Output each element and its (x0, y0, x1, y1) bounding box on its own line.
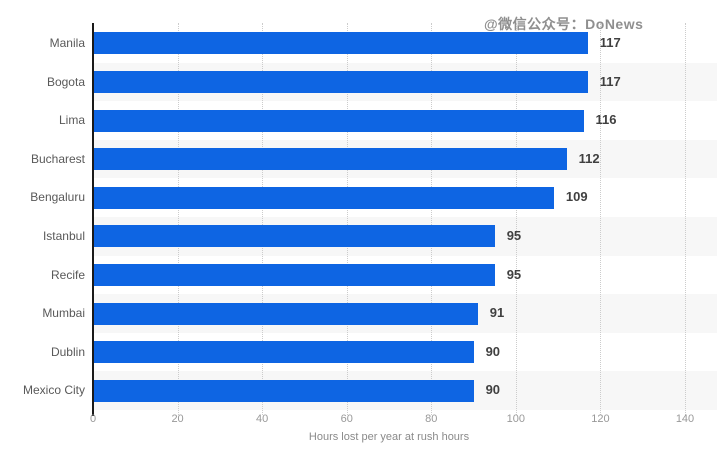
bar-value-label: 117 (599, 73, 621, 89)
category-label-mexico-city: Mexico City (22, 383, 85, 398)
category-label-lima: Lima (58, 113, 85, 128)
category-labels: Manila Bogota Lima Bucharest Bengaluru Istanb… (0, 24, 85, 410)
x-tick-label: 140 (675, 413, 695, 425)
bar-lima[interactable] (93, 109, 584, 132)
gridline (685, 23, 686, 415)
x-tick-label: 20 (171, 413, 184, 425)
x-tick-label: 80 (425, 413, 438, 425)
plot-area: 117 117 116 112 109 95 95 91 90 90 (93, 23, 717, 415)
bar-value-label: 117 (599, 35, 621, 50)
category-label-bogota: Bogota (46, 74, 85, 89)
bar-value-label: 116 (595, 112, 617, 128)
gridline (515, 23, 517, 415)
bar-bogota[interactable] (93, 70, 588, 93)
watermark: @微信公众号：DoNews (484, 16, 644, 32)
category-label-dublin: Dublin (50, 344, 85, 359)
bar-value-label: 109 (565, 189, 588, 205)
category-label-bucharest: Bucharest (30, 151, 85, 166)
category-label-bengaluru: Bengaluru (30, 190, 85, 205)
category-label-recife: Recife (50, 267, 85, 282)
bar-mumbai[interactable] (93, 302, 478, 325)
category-label-mumbai: Mumbai (42, 306, 85, 321)
bar-bucharest[interactable] (93, 148, 567, 171)
bar-bengaluru[interactable] (93, 186, 554, 209)
y-axis-line (92, 23, 94, 416)
x-axis-title: Hours lost per year at rush hours (308, 431, 470, 443)
bar-manila[interactable] (93, 32, 588, 55)
gridline (177, 23, 179, 415)
bar-istanbul[interactable] (93, 225, 495, 248)
bar-recife[interactable] (93, 263, 495, 286)
bar-value-label: 90 (485, 343, 501, 359)
category-label-manila: Manila (49, 36, 85, 50)
bar-value-label: 112 (578, 150, 600, 166)
bar-value-label: 95 (506, 228, 522, 243)
bar-dublin[interactable] (93, 341, 474, 364)
gridline (346, 23, 348, 415)
x-tick-label: 0 (89, 413, 97, 425)
x-tick-label: 120 (591, 413, 610, 425)
bar-value-label: 90 (485, 382, 501, 398)
bar-value-label: 91 (489, 305, 505, 321)
category-label-istanbul: Istanbul (42, 229, 85, 243)
gridline (262, 23, 264, 415)
x-tick-label: 60 (340, 413, 353, 425)
bar-value-label: 95 (506, 266, 522, 282)
x-tick-label: 40 (256, 413, 269, 425)
gridline (431, 23, 433, 415)
bar-mexico-city[interactable] (93, 379, 474, 402)
gridline (600, 23, 602, 415)
x-tick-label: 100 (506, 413, 526, 425)
